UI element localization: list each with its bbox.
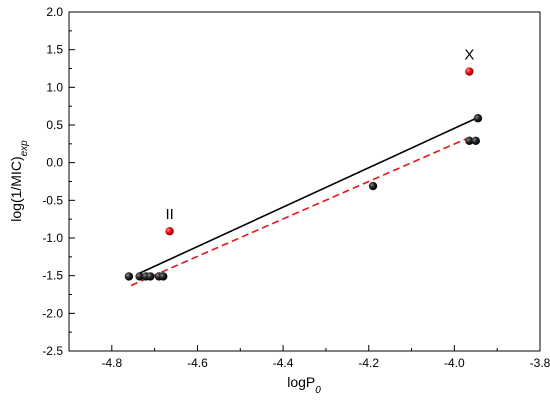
y-tick-label: 0.0	[46, 156, 63, 170]
black-data-point	[368, 181, 378, 191]
x-tick-label: -4.6	[187, 356, 208, 370]
y-tick-label: -1.0	[42, 231, 63, 245]
point-annotation-label: II	[165, 206, 173, 223]
black-data-point	[135, 272, 144, 281]
x-axis-title-main: logP	[287, 374, 315, 390]
fit-lines	[130, 116, 479, 287]
y-axis-ticks: -2.5 -2.0 -1.5 -1.0 -0.5 0.0 0.5 1.0 1.5 2.0	[42, 5, 75, 358]
solid-fit-line	[137, 116, 479, 275]
black-data-point	[159, 272, 168, 281]
y-tick-label: 0.5	[46, 118, 63, 132]
y-tick-label: 1.0	[46, 80, 63, 94]
x-tick-label: -4.8	[101, 356, 122, 370]
black-data-point	[471, 136, 480, 146]
point-annotations: II X	[165, 46, 474, 223]
point-annotation-label: X	[464, 46, 474, 63]
x-tick-label: -4.4	[273, 356, 294, 370]
y-tick-label: 2.0	[46, 5, 63, 19]
red-data-point	[465, 67, 474, 76]
black-data-point	[124, 272, 134, 281]
y-tick-label: 1.5	[46, 43, 63, 57]
y-tick-label: -1.5	[42, 269, 63, 283]
red-data-point	[165, 227, 174, 236]
data-points	[124, 67, 483, 281]
x-axis-title-sub: 0	[315, 385, 321, 396]
black-data-point	[473, 114, 483, 123]
dashed-fit-line	[130, 134, 474, 287]
black-data-point	[465, 136, 474, 146]
x-axis-title: logP0	[287, 374, 321, 396]
y-axis-title-sub: exp	[19, 140, 30, 157]
y-axis-title: log(1/MIC)exp	[8, 140, 30, 222]
x-tick-label: -4.2	[358, 356, 379, 370]
y-tick-label: -0.5	[42, 193, 63, 207]
y-axis-title-main: log(1/MIC)	[8, 156, 24, 221]
y-tick-label: -2.0	[42, 306, 63, 320]
y-tick-label: -2.5	[42, 344, 63, 358]
black-data-point	[146, 272, 155, 281]
x-tick-label: -3.8	[530, 356, 550, 370]
x-axis-ticks: -4.8 -4.6 -4.4 -4.2 -4.0 -3.8	[101, 345, 550, 370]
x-tick-label: -4.0	[444, 356, 465, 370]
